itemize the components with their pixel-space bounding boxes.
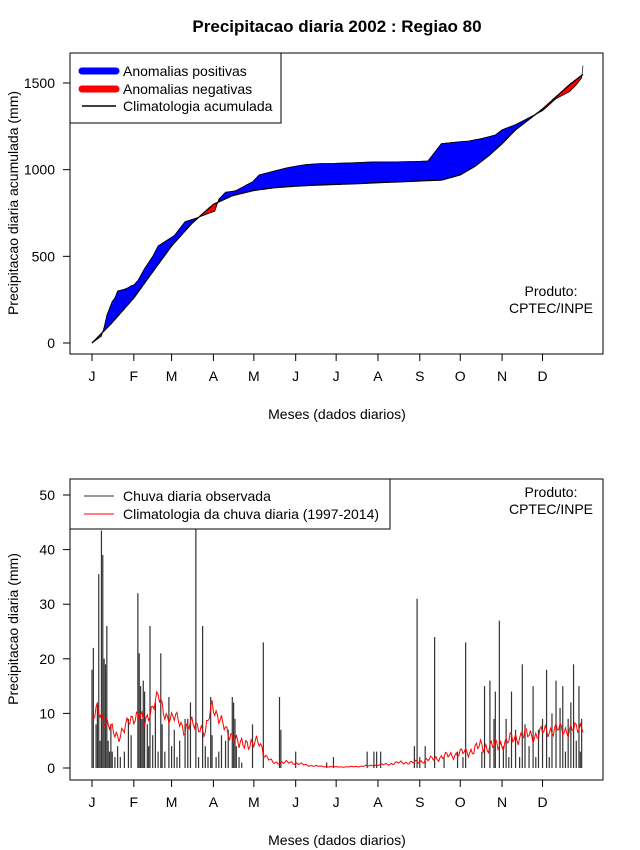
legend-label-clim-daily: Climatologia da chuva diaria (1997-2014)	[123, 506, 379, 522]
daily-x-label: Meses (dados diarios)	[268, 832, 406, 848]
y-tick-label: 0	[47, 760, 55, 776]
y-tick-label: 30	[39, 596, 55, 612]
x-tick-label: N	[497, 368, 507, 384]
y-tick-label: 0	[47, 335, 55, 351]
daily-annotation-line1: Produto:	[525, 484, 578, 500]
x-tick-label: M	[166, 368, 178, 384]
x-tick-label: J	[89, 368, 96, 384]
daily-legend: Chuva diaria observada Climatologia da c…	[69, 478, 391, 530]
x-tick-label: J	[292, 794, 299, 810]
legend-label-negative: Anomalias negativas	[123, 81, 252, 97]
cumulative-y-label: Precipitacao diaria acumulada (mm)	[5, 91, 21, 315]
legend-label-climatology: Climatologia acumulada	[123, 98, 273, 114]
y-tick-label: 20	[39, 651, 55, 667]
legend-label-positive: Anomalias positivas	[123, 63, 247, 79]
y-tick-label: 1500	[24, 75, 55, 91]
x-tick-label: J	[333, 368, 340, 384]
cumulative-x-label: Meses (dados diarios)	[268, 406, 406, 422]
x-tick-label: F	[130, 794, 139, 810]
cumulative-legend: Anomalias positivas Anomalias negativas …	[69, 52, 282, 124]
x-tick-label: A	[209, 368, 219, 384]
observed-cumulative-line	[91, 65, 584, 344]
y-tick-label: 50	[39, 487, 55, 503]
x-tick-label: J	[333, 794, 340, 810]
x-tick-label: O	[455, 368, 466, 384]
x-tick-label: N	[497, 794, 507, 810]
climatology-cumulative-line	[91, 73, 584, 344]
x-tick-label: O	[455, 794, 466, 810]
x-tick-label: A	[373, 368, 383, 384]
x-tick-label: S	[415, 368, 424, 384]
y-tick-label: 10	[39, 705, 55, 721]
chart-title: Precipitacao diaria 2002 : Regiao 80	[192, 17, 481, 36]
cumulative-annotation-line1: Produto:	[525, 283, 578, 299]
x-tick-label: M	[166, 794, 178, 810]
cumulative-y-axis: 0 500 1000 1500	[24, 75, 71, 351]
y-tick-label: 500	[32, 248, 56, 264]
x-tick-label: S	[415, 794, 424, 810]
x-tick-label: M	[248, 368, 260, 384]
x-tick-label: A	[373, 794, 383, 810]
x-tick-label: J	[292, 368, 299, 384]
x-tick-label: F	[130, 368, 139, 384]
x-tick-label: J	[89, 794, 96, 810]
positive-anomaly-area	[102, 113, 536, 333]
x-tick-label: A	[209, 794, 219, 810]
climatology-daily-line	[91, 690, 584, 768]
daily-panel: 0 10 20 30 40 50 J F M A M J J A S O N D Precipitacao di…	[5, 478, 604, 848]
legend-label-observed: Chuva diaria observada	[123, 488, 271, 504]
x-tick-label: M	[248, 794, 260, 810]
y-tick-label: 40	[39, 542, 55, 558]
daily-y-axis: 0 10 20 30 40 50	[39, 487, 71, 776]
x-tick-label: D	[537, 794, 547, 810]
daily-y-label: Precipitacao diaria (mm)	[5, 553, 21, 705]
daily-annotation-line2: CPTEC/INPE	[509, 501, 593, 517]
y-tick-label: 1000	[24, 162, 55, 178]
cumulative-annotation-line2: CPTEC/INPE	[509, 300, 593, 316]
x-tick-label: D	[537, 368, 547, 384]
legend-box	[69, 478, 391, 530]
daily-climatology	[91, 690, 584, 768]
daily-observed-bars	[91, 527, 583, 768]
cumulative-climatology	[91, 65, 584, 344]
cumulative-panel: 0 500 1000 1500 J F M A M J J A S O N D Precipitacao d…	[5, 52, 604, 422]
